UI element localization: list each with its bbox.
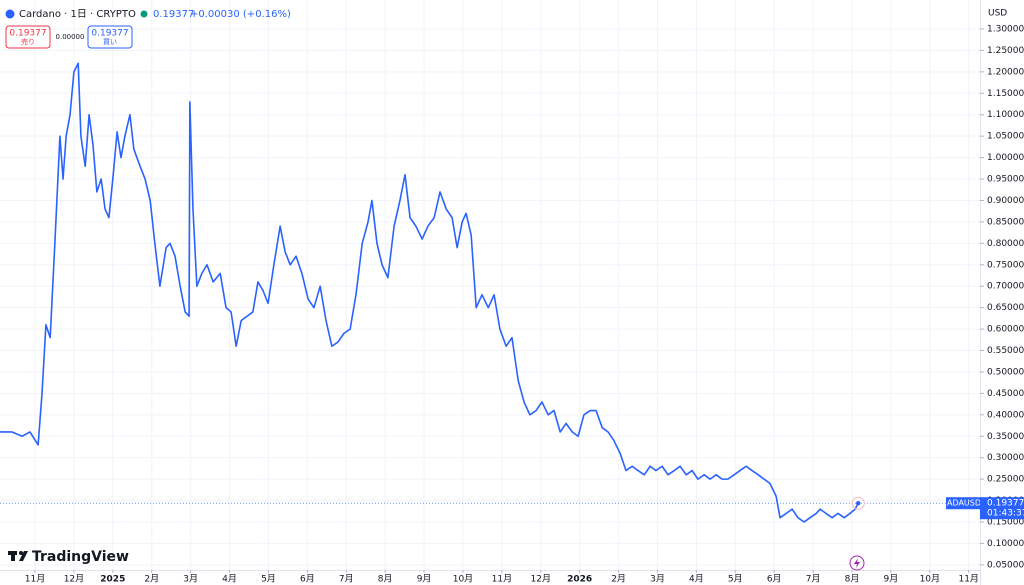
y-tick-label: 0.95000 [987,175,1024,185]
x-tick-label: 6月 [767,574,782,585]
y-tick-label: 1.25000 [987,46,1024,56]
buy-label[interactable]: 買い [103,38,117,46]
x-tick-label: 3月 [650,574,665,585]
grid [0,0,980,570]
x-tick-label: 12月 [531,574,551,585]
x-tick-label: 7月 [339,574,354,585]
status-dot [140,10,148,18]
y-tick-label: 0.45000 [987,389,1024,399]
x-tick-label: 4月 [222,574,237,585]
x-tick-label: 11月 [25,574,45,585]
y-tick-label: 0.80000 [987,239,1024,249]
x-tick-label: 12月 [64,574,84,585]
last-point [856,501,861,506]
event-bolt [854,558,860,568]
y-tick-label: 1.15000 [987,89,1024,99]
logo-mark [11,551,15,561]
x-tick-label: 6月 [300,574,315,585]
y-tick-label: 0.60000 [987,325,1024,335]
symbol-tag-label: ADAUSD [947,499,981,508]
x-tick-label: 9月 [884,574,899,585]
y-tick-label: 1.30000 [987,25,1024,35]
y-tick-label: 0.15000 [987,517,1024,527]
buy-price[interactable]: 0.19377 [91,29,128,39]
y-tick-label: 0.25000 [987,475,1024,485]
x-tick-label: 8月 [845,574,860,585]
y-tick-label: 0.50000 [987,367,1024,377]
sell-button[interactable] [5,25,51,49]
y-tick-label: 0.65000 [987,303,1024,313]
y-tick-label: 0.10000 [987,539,1024,549]
y-tick-label: 0.35000 [987,432,1024,442]
brand-logo: TradingView [8,549,129,565]
price-line [0,62,859,523]
y-tick-label: 0.30000 [987,453,1024,463]
symbol-tag [946,497,982,510]
y-tick-label: 0.55000 [987,346,1024,356]
sell-label[interactable]: 売り [21,37,35,46]
price-tag-countdown: 01:43:37 [987,509,1024,519]
x-tick-label: 5月 [728,574,743,585]
y-tick-label: 0.40000 [987,410,1024,420]
y-tick-label: 0.75000 [987,260,1024,270]
x-tick-label: 2026 [567,575,592,585]
spread: 0.00000 [56,33,85,41]
y-tick-label: 1.00000 [987,153,1024,163]
brand-name: TradingView [32,549,129,565]
y-tick-label: 0.90000 [987,196,1024,206]
last-point-halo [851,496,865,510]
price-tag-value: 0.19377 [987,499,1024,509]
x-tick-label: 9月 [417,574,432,585]
x-tick-label: 2月 [144,574,159,585]
y-tick-label: 0.05000 [987,560,1024,570]
x-tick-label: 11月 [958,574,978,585]
x-tick-label: 3月 [183,574,198,585]
y-tick-label: 1.20000 [987,67,1024,77]
price-tag [980,497,1024,520]
x-tick-label: 4月 [689,574,704,585]
y-tick-label: 1.05000 [987,132,1024,142]
last-price: 0.19377 [153,9,194,20]
x-tick-label: 2月 [611,574,626,585]
sell-price[interactable]: 0.19377 [9,29,46,39]
symbol-icon [5,9,15,19]
x-tick-label: 10月 [920,574,940,585]
currency[interactable]: USD [988,9,1007,19]
y-tick-label: 0.70000 [987,282,1024,292]
x-tick-label: 10月 [453,574,473,585]
x-tick-label: 11月 [492,574,512,585]
y-tick-label: 1.10000 [987,110,1024,120]
price-change: +0.00030 (+0.16%) [190,9,291,20]
logo-mark [19,551,23,555]
symbol-title: Cardano · 1日 · CRYPTO [19,9,136,20]
buy-button[interactable] [87,25,133,49]
x-tick-label: 8月 [378,574,393,585]
x-tick-label: 7月 [806,574,821,585]
x-tick-label: 2025 [100,575,125,585]
x-tick-label: 5月 [261,574,276,585]
y-tick-label: 0.85000 [987,217,1024,227]
logo-mark [19,551,28,561]
